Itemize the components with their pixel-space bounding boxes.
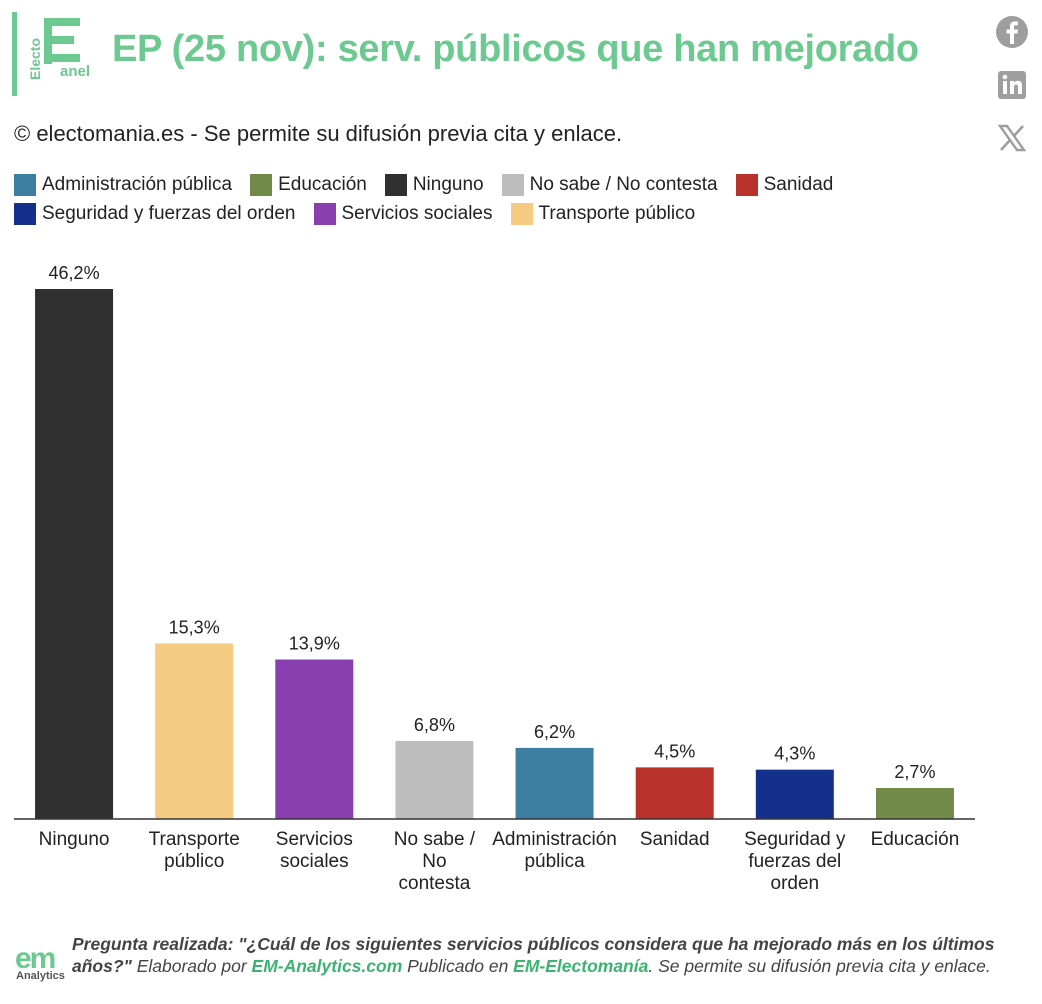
em-logo-sub: Analytics bbox=[16, 970, 65, 982]
data-label: 4,5% bbox=[654, 741, 695, 761]
data-label: 2,7% bbox=[894, 762, 935, 782]
x-tick-label: No bbox=[422, 851, 446, 872]
x-tick-label: pública bbox=[524, 851, 585, 872]
x-tick-label: fuerzas del bbox=[748, 851, 841, 872]
legend-swatch bbox=[14, 202, 36, 225]
linkedin-icon[interactable] bbox=[994, 67, 1030, 103]
bar bbox=[155, 643, 234, 819]
legend-label: Sanidad bbox=[763, 173, 834, 195]
legend-item[interactable]: Seguridad y fuerzas del orden bbox=[14, 202, 296, 225]
em-logo-text: em bbox=[15, 944, 55, 975]
x-tick-label: Sanidad bbox=[640, 829, 710, 850]
legend-item[interactable]: Administración pública bbox=[14, 173, 233, 196]
bar bbox=[635, 767, 714, 819]
x-tick-label: contesta bbox=[399, 873, 471, 894]
data-label: 46,2% bbox=[49, 263, 100, 283]
legend-label: No sabe / No contesta bbox=[529, 173, 718, 195]
legend-row: Seguridad y fuerzas del orden Servicios s… bbox=[14, 199, 974, 228]
em-analytics-logo: em Analytics bbox=[15, 944, 65, 982]
page-title: EP (25 nov): serv. públicos que han mejo… bbox=[112, 28, 919, 70]
x-tick-label: Servicios bbox=[276, 829, 353, 850]
legend-item[interactable]: Ninguno bbox=[384, 173, 484, 196]
logo-text-bottom: anel bbox=[60, 63, 90, 80]
x-tick-label: Seguridad y bbox=[744, 829, 846, 850]
x-tick-label: orden bbox=[771, 873, 820, 894]
legend-label: Administración pública bbox=[42, 173, 233, 195]
em-electomania-link[interactable]: EM-Electomanía bbox=[513, 956, 649, 976]
bar bbox=[275, 659, 354, 819]
legend-swatch bbox=[735, 173, 758, 196]
legend-label: Servicios sociales bbox=[341, 202, 493, 224]
legend-label: Transporte público bbox=[538, 202, 696, 224]
legend-label: Educación bbox=[278, 173, 367, 195]
electopanel-logo: Electo anel bbox=[27, 18, 90, 80]
logo-text-vertical: Electo bbox=[27, 38, 43, 80]
x-icon[interactable] bbox=[994, 120, 1030, 156]
bar bbox=[515, 747, 594, 819]
legend-swatch bbox=[250, 173, 273, 196]
legend-swatch bbox=[510, 202, 533, 225]
data-label: 6,8% bbox=[414, 715, 455, 735]
legend-swatch bbox=[501, 173, 524, 196]
logo-accent-bar bbox=[12, 12, 17, 96]
legend-swatch bbox=[384, 173, 407, 196]
legend-swatch bbox=[14, 173, 36, 196]
bar bbox=[395, 740, 474, 819]
made-by-prefix: Elaborado por bbox=[131, 956, 252, 976]
facebook-icon[interactable] bbox=[994, 14, 1030, 50]
legend-item[interactable]: Sanidad bbox=[735, 173, 834, 196]
legend-item[interactable]: Servicios sociales bbox=[313, 202, 493, 225]
survey-question: Pregunta realizada: "¿Cuál de los siguie… bbox=[72, 934, 995, 976]
data-label: 4,3% bbox=[774, 744, 815, 764]
legend-row: Administración pública Educación Ninguno No… bbox=[14, 170, 974, 199]
footer-note: Pregunta realizada: "¿Cuál de los siguie… bbox=[72, 933, 1002, 977]
legend-item[interactable]: Educación bbox=[250, 173, 367, 196]
bar bbox=[875, 788, 954, 819]
bar bbox=[35, 289, 114, 819]
x-tick-label: Educación bbox=[871, 829, 960, 850]
x-tick-label: Transporte bbox=[149, 829, 240, 850]
legend-label: Seguridad y fuerzas del orden bbox=[42, 202, 296, 224]
x-tick-label: público bbox=[164, 851, 224, 872]
x-tick-label: Administración bbox=[492, 829, 617, 850]
x-tick-label: No sabe / bbox=[394, 829, 476, 850]
legend-item[interactable]: Transporte público bbox=[510, 202, 696, 225]
copyright-subtitle: © electomania.es - Se permite su difusió… bbox=[14, 121, 623, 146]
data-label: 6,2% bbox=[534, 722, 575, 742]
legend-swatch bbox=[313, 202, 336, 225]
legend-label: Ninguno bbox=[412, 173, 484, 195]
legend-item[interactable]: No sabe / No contesta bbox=[501, 173, 718, 196]
data-label: 15,3% bbox=[169, 617, 220, 637]
em-analytics-link[interactable]: EM-Analytics.com bbox=[251, 956, 403, 976]
x-tick-label: Ninguno bbox=[39, 829, 110, 850]
published-prefix: Publicado en bbox=[402, 956, 514, 976]
data-label: 13,9% bbox=[289, 634, 340, 654]
bar bbox=[755, 769, 834, 819]
x-tick-label: sociales bbox=[280, 851, 349, 872]
footer-suffix: . Se permite su difusión previa cita y e… bbox=[648, 956, 991, 976]
chart-legend: Administración pública Educación Ninguno No… bbox=[14, 170, 974, 228]
